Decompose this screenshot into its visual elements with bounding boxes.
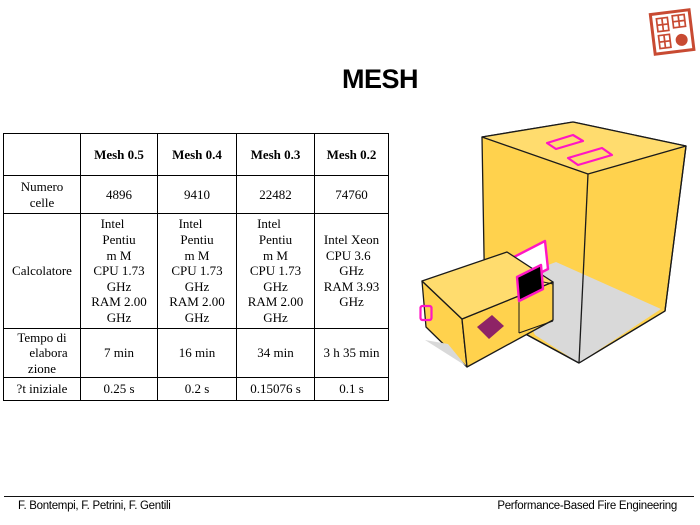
footer-authors: F. Bontempi, F. Petrini, F. Gentili — [18, 500, 171, 512]
table-corner-cell — [3, 133, 81, 176]
small-box-hidden-edge — [518, 320, 554, 334]
table-cell: Intel Xeon CPU 3.6 GHz RAM 3.93 GHz — [314, 213, 389, 329]
row-label-tempo: Tempo di elabora zione — [3, 328, 81, 378]
footer-divider — [4, 496, 694, 497]
footer-course-title: Performance-Based Fire Engineering — [497, 500, 677, 512]
burner-patch — [477, 315, 504, 339]
table-cell: Intel Pentiu m M CPU 1.73 GHz RAM 2.00 G… — [157, 213, 237, 329]
table-cell: 4896 — [80, 175, 158, 214]
table-cell: Intel Pentiu m M CPU 1.73 GHz RAM 2.00 G… — [236, 213, 315, 329]
table-header-mesh-03: Mesh 0.3 — [236, 133, 315, 176]
big-box-bottom-right-edge — [578, 310, 666, 364]
table-header-mesh-05: Mesh 0.5 — [80, 133, 158, 176]
table-cell: 0.2 s — [157, 377, 237, 401]
seal-glyphs — [655, 13, 687, 50]
table-cell: Intel Pentiu m M CPU 1.73 GHz RAM 2.00 G… — [80, 213, 158, 329]
window-opening — [515, 263, 545, 303]
top-vent-1 — [545, 133, 585, 151]
small-box-top-face — [421, 251, 554, 320]
table-header-row: Mesh 0.5 Mesh 0.4 Mesh 0.3 Mesh 0.2 — [3, 133, 389, 176]
table-cell: 3 h 35 min — [314, 328, 389, 378]
small-box-interior-floor — [425, 340, 466, 366]
table-header-mesh-04: Mesh 0.4 — [157, 133, 237, 176]
table-cell: 16 min — [157, 328, 237, 378]
big-box-right-edge — [664, 145, 687, 312]
table-cell: 0.15076 s — [236, 377, 315, 401]
big-box-front-edge — [578, 173, 589, 364]
row-label-dt-iniziale: ?t iniziale — [3, 377, 81, 401]
table-row-tempo-elaborazione: Tempo di elabora zione 7 min 16 min 34 m… — [3, 328, 389, 378]
top-vent-2 — [566, 146, 614, 167]
table-cell: 0.1 s — [314, 377, 389, 401]
table-cell: 7 min — [80, 328, 158, 378]
mesh-table: Mesh 0.5 Mesh 0.4 Mesh 0.3 Mesh 0.2 Nume… — [3, 133, 389, 401]
table-row-dt-iniziale: ?t iniziale 0.25 s 0.2 s 0.15076 s 0.1 s — [3, 377, 389, 401]
table-cell: 34 min — [236, 328, 315, 378]
table-cell: 9410 — [157, 175, 237, 214]
table-cell: 0.25 s — [80, 377, 158, 401]
table-row-calcolatore: Calcolatore Intel Pentiu m M CPU 1.73 GH… — [3, 213, 389, 329]
table-cell: 22482 — [236, 175, 315, 214]
row-label-numero-celle: Numero celle — [3, 175, 81, 214]
table-cell: 74760 — [314, 175, 389, 214]
chinese-seal-logo — [648, 8, 696, 56]
table-header-mesh-02: Mesh 0.2 — [314, 133, 389, 176]
mesh-3d-figure — [419, 121, 687, 368]
seal-border — [648, 8, 696, 56]
table-row-numero-celle: Numero celle 4896 9410 22482 74760 — [3, 175, 389, 214]
row-label-calcolatore: Calcolatore — [3, 213, 81, 329]
side-vent-marker — [419, 304, 433, 322]
seal-circle — [675, 33, 688, 46]
slide-title: MESH — [341, 64, 419, 94]
